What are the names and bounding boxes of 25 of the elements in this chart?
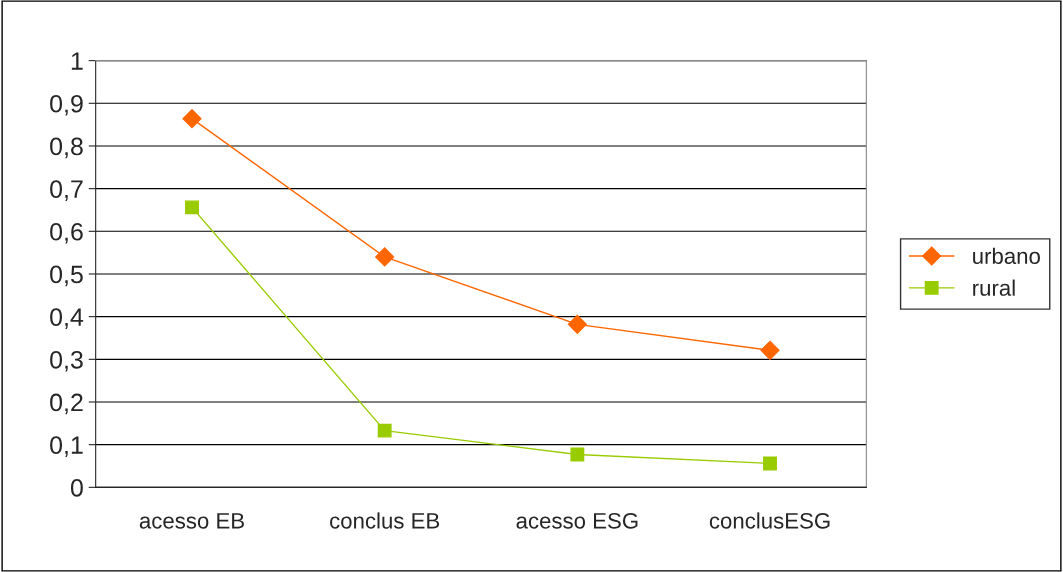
legend-label: urbano: [973, 247, 1040, 265]
point: [760, 340, 780, 360]
point: [377, 423, 392, 438]
y-tick-label: 0,4: [50, 308, 84, 329]
point: [182, 109, 202, 129]
point: [567, 314, 587, 334]
y-tick-label: 0,8: [50, 137, 83, 159]
x-tick-label: acesso EB: [139, 513, 244, 529]
x-tick-label: conclusESG: [709, 512, 830, 529]
y-tick-label: 0,9: [50, 94, 83, 116]
y-tick-label: 0: [70, 478, 83, 497]
point: [570, 447, 585, 462]
y-tick-label: 1: [71, 52, 83, 70]
y-tick-label: 0,5: [50, 265, 83, 287]
point: [185, 200, 199, 215]
y-tick-label: 0,6: [50, 222, 83, 244]
y-tick-label: 0,7: [50, 180, 83, 201]
y-tick-label: 0,3: [50, 350, 83, 372]
x-tick-label: acesso ESG: [516, 512, 638, 529]
point: [375, 247, 395, 267]
y-tick-label: 0,2: [50, 393, 83, 415]
x-tick-label: conclus EB: [330, 512, 440, 529]
y-tick-label: 0,1: [50, 436, 83, 457]
point: [763, 456, 777, 471]
legend-label: rural: [973, 279, 1015, 296]
